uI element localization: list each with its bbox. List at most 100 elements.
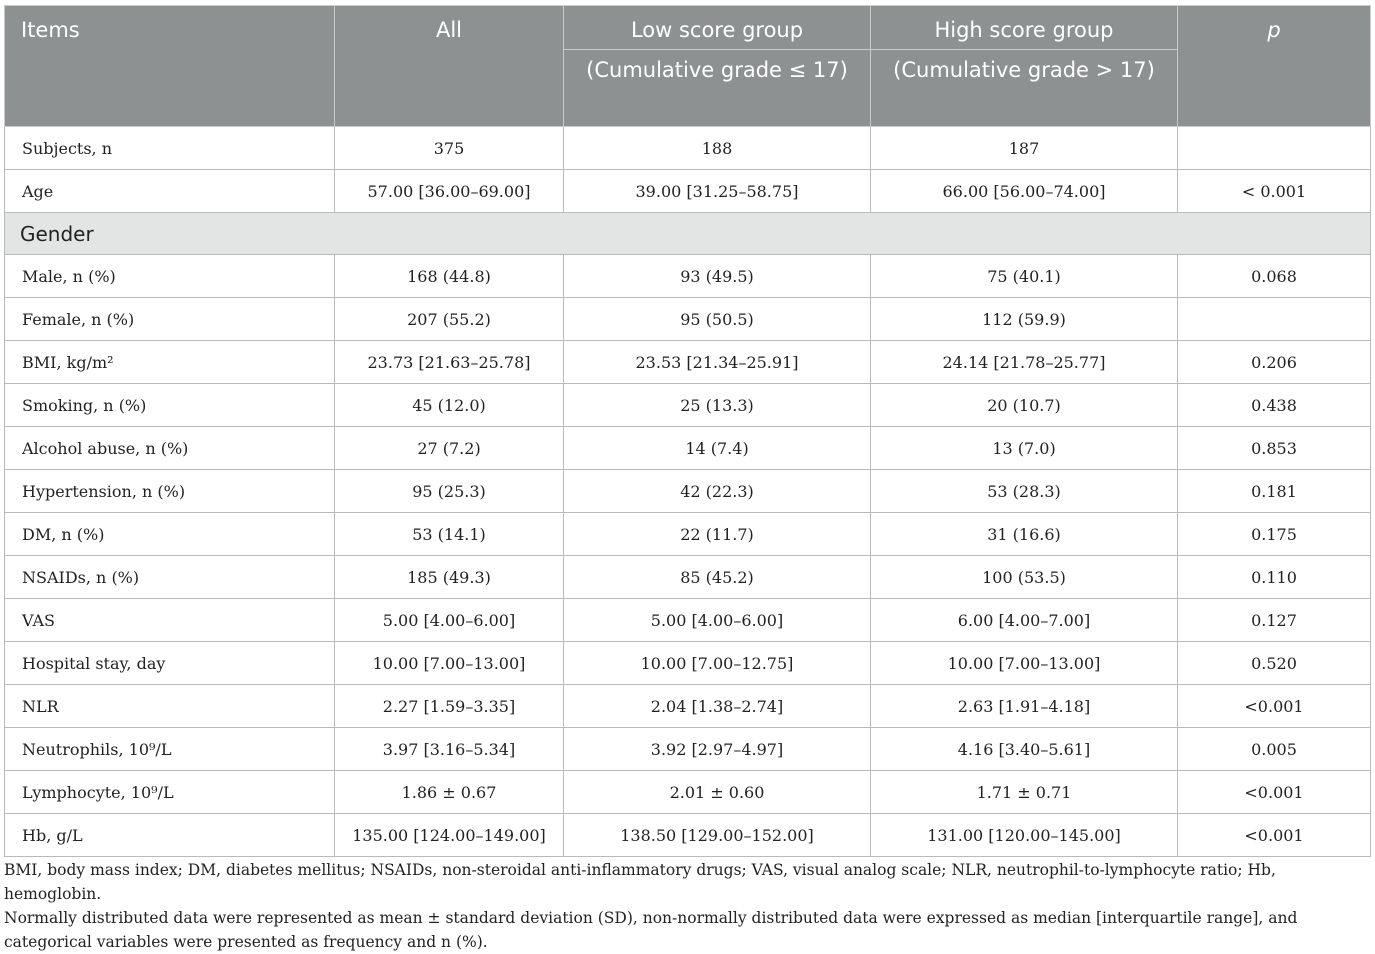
section-row-gender: Gender bbox=[4, 212, 1371, 255]
row-label: BMI, kg/m² bbox=[4, 340, 335, 384]
cell-p: 0.206 bbox=[1177, 340, 1371, 384]
table-row: Hb, g/L 135.00 [124.00–149.00] 138.50 [129… bbox=[4, 813, 1371, 857]
footnotes: BMI, body mass index; DM, diabetes melli… bbox=[4, 858, 1370, 954]
cell-high: 6.00 [4.00–7.00] bbox=[870, 598, 1178, 642]
table-row: BMI, kg/m² 23.73 [21.63–25.78] 23.53 [21.3… bbox=[4, 340, 1371, 384]
header-high-sub: (Cumulative grade > 17) bbox=[870, 49, 1178, 127]
cell-low: 5.00 [4.00–6.00] bbox=[563, 598, 871, 642]
cell-high: 53 (28.3) bbox=[870, 469, 1178, 513]
cell-low: 3.92 [2.97–4.97] bbox=[563, 727, 871, 771]
table-row: Alcohol abuse, n (%) 27 (7.2) 14 (7.4) 13 (… bbox=[4, 426, 1371, 470]
cell-p: <0.001 bbox=[1177, 770, 1371, 814]
table-row: Neutrophils, 10⁹/L 3.97 [3.16–5.34] 3.92 [… bbox=[4, 727, 1371, 771]
header-low-sub: (Cumulative grade ≤ 17) bbox=[563, 49, 871, 127]
cell-high: 112 (59.9) bbox=[870, 297, 1178, 341]
cell-p: 0.438 bbox=[1177, 383, 1371, 427]
footnote-methods: Normally distributed data were represent… bbox=[4, 909, 1298, 951]
cell-all: 27 (7.2) bbox=[334, 426, 564, 470]
cell-high: 20 (10.7) bbox=[870, 383, 1178, 427]
cell-low: 22 (11.7) bbox=[563, 512, 871, 556]
table-row: Age 57.00 [36.00–69.00] 39.00 [31.25–58.75… bbox=[4, 169, 1371, 213]
cell-low: 95 (50.5) bbox=[563, 297, 871, 341]
cell-p: <0.001 bbox=[1177, 684, 1371, 728]
row-label: Age bbox=[4, 169, 335, 213]
cell-all: 95 (25.3) bbox=[334, 469, 564, 513]
cell-p: 0.853 bbox=[1177, 426, 1371, 470]
table-row: NLR 2.27 [1.59–3.35] 2.04 [1.38–2.74] 2.63 … bbox=[4, 684, 1371, 728]
cell-p: 0.181 bbox=[1177, 469, 1371, 513]
cell-low: 2.04 [1.38–2.74] bbox=[563, 684, 871, 728]
cell-high: 75 (40.1) bbox=[870, 254, 1178, 298]
cell-all: 2.27 [1.59–3.35] bbox=[334, 684, 564, 728]
row-label: Hospital stay, day bbox=[4, 641, 335, 685]
cell-p: 0.068 bbox=[1177, 254, 1371, 298]
section-label: Gender bbox=[4, 212, 1371, 255]
table-row: Smoking, n (%) 45 (12.0) 25 (13.3) 20 (10.7… bbox=[4, 383, 1371, 427]
cell-low: 138.50 [129.00–152.00] bbox=[563, 813, 871, 857]
cell-low: 85 (45.2) bbox=[563, 555, 871, 599]
cell-high: 1.71 ± 0.71 bbox=[870, 770, 1178, 814]
cell-p: <0.001 bbox=[1177, 813, 1371, 857]
table-row: Male, n (%) 168 (44.8) 93 (49.5) 75 (40.1) 0… bbox=[4, 254, 1371, 298]
header-all: All bbox=[334, 5, 564, 127]
cell-all: 5.00 [4.00–6.00] bbox=[334, 598, 564, 642]
cell-high: 10.00 [7.00–13.00] bbox=[870, 641, 1178, 685]
cell-low: 23.53 [21.34–25.91] bbox=[563, 340, 871, 384]
row-label: VAS bbox=[4, 598, 335, 642]
data-table-container: Items All Low score group High score gro… bbox=[4, 5, 1371, 857]
cell-high: 2.63 [1.91–4.18] bbox=[870, 684, 1178, 728]
cell-all: 207 (55.2) bbox=[334, 297, 564, 341]
cell-low: 39.00 [31.25–58.75] bbox=[563, 169, 871, 213]
cell-all: 185 (49.3) bbox=[334, 555, 564, 599]
row-label: Female, n (%) bbox=[4, 297, 335, 341]
cell-p: 0.110 bbox=[1177, 555, 1371, 599]
header-high-group: High score group bbox=[870, 5, 1178, 50]
cell-all: 23.73 [21.63–25.78] bbox=[334, 340, 564, 384]
row-label: Male, n (%) bbox=[4, 254, 335, 298]
cell-low: 10.00 [7.00–12.75] bbox=[563, 641, 871, 685]
cell-all: 45 (12.0) bbox=[334, 383, 564, 427]
cell-high: 100 (53.5) bbox=[870, 555, 1178, 599]
table-row: Lymphocyte, 10⁹/L 1.86 ± 0.67 2.01 ± 0.60 1… bbox=[4, 770, 1371, 814]
table-body: Subjects, n 375 188 187 Age 57.00 [36.00–69.0… bbox=[4, 126, 1371, 857]
cell-p bbox=[1177, 297, 1371, 341]
cell-all: 53 (14.1) bbox=[334, 512, 564, 556]
cell-all: 10.00 [7.00–13.00] bbox=[334, 641, 564, 685]
cell-all: 375 bbox=[334, 126, 564, 170]
cell-all: 1.86 ± 0.67 bbox=[334, 770, 564, 814]
cell-p: < 0.001 bbox=[1177, 169, 1371, 213]
row-label: Lymphocyte, 10⁹/L bbox=[4, 770, 335, 814]
cell-p bbox=[1177, 126, 1371, 170]
row-label: NSAIDs, n (%) bbox=[4, 555, 335, 599]
table-row: Hypertension, n (%) 95 (25.3) 42 (22.3) 53 … bbox=[4, 469, 1371, 513]
cell-low: 42 (22.3) bbox=[563, 469, 871, 513]
cell-low: 2.01 ± 0.60 bbox=[563, 770, 871, 814]
cell-p: 0.127 bbox=[1177, 598, 1371, 642]
cell-high: 187 bbox=[870, 126, 1178, 170]
row-label: DM, n (%) bbox=[4, 512, 335, 556]
cell-p: 0.005 bbox=[1177, 727, 1371, 771]
row-label: Neutrophils, 10⁹/L bbox=[4, 727, 335, 771]
table-row: Subjects, n 375 188 187 bbox=[4, 126, 1371, 170]
cell-high: 13 (7.0) bbox=[870, 426, 1178, 470]
cell-all: 135.00 [124.00–149.00] bbox=[334, 813, 564, 857]
cell-high: 24.14 [21.78–25.77] bbox=[870, 340, 1178, 384]
table-row: Female, n (%) 207 (55.2) 95 (50.5) 112 (59.… bbox=[4, 297, 1371, 341]
row-label: Smoking, n (%) bbox=[4, 383, 335, 427]
cell-low: 25 (13.3) bbox=[563, 383, 871, 427]
cell-high: 4.16 [3.40–5.61] bbox=[870, 727, 1178, 771]
cell-all: 168 (44.8) bbox=[334, 254, 564, 298]
row-label: Hypertension, n (%) bbox=[4, 469, 335, 513]
table-header: Items All Low score group High score gro… bbox=[4, 5, 1371, 127]
footnote-abbreviations: BMI, body mass index; DM, diabetes melli… bbox=[4, 861, 1276, 903]
table-row: NSAIDs, n (%) 185 (49.3) 85 (45.2) 100 (53.… bbox=[4, 555, 1371, 599]
table-row: DM, n (%) 53 (14.1) 22 (11.7) 31 (16.6) 0.17… bbox=[4, 512, 1371, 556]
cell-low: 188 bbox=[563, 126, 871, 170]
row-label: Alcohol abuse, n (%) bbox=[4, 426, 335, 470]
cell-low: 14 (7.4) bbox=[563, 426, 871, 470]
cell-high: 131.00 [120.00–145.00] bbox=[870, 813, 1178, 857]
header-low-group: Low score group bbox=[563, 5, 871, 50]
cell-all: 3.97 [3.16–5.34] bbox=[334, 727, 564, 771]
cell-high: 31 (16.6) bbox=[870, 512, 1178, 556]
cell-high: 66.00 [56.00–74.00] bbox=[870, 169, 1178, 213]
